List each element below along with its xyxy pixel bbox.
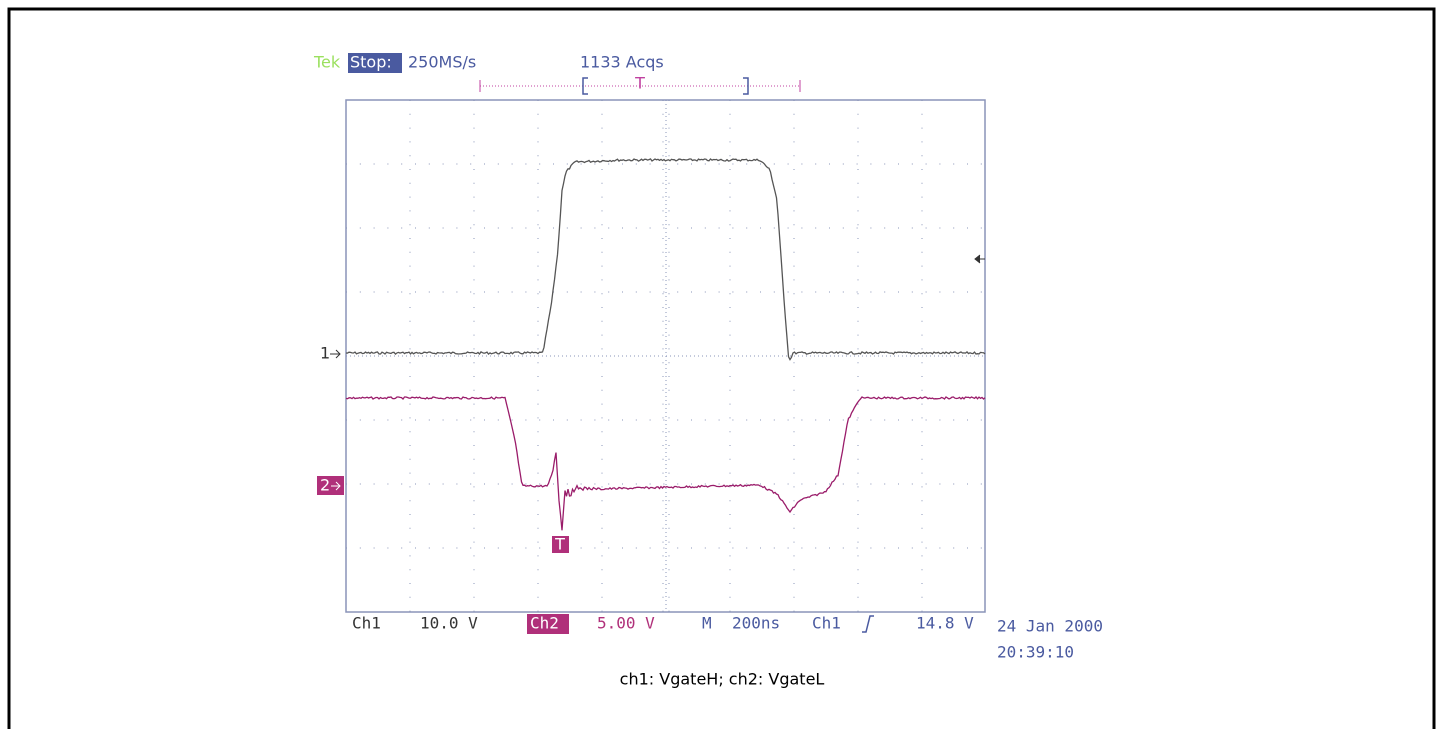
ch1-marker: 1 [320, 344, 330, 363]
graticule [346, 100, 985, 612]
view-brackets [582, 77, 749, 95]
ch2-label-box [527, 614, 569, 634]
trigger-level-arrow [974, 254, 985, 264]
trigger-position: T [634, 74, 645, 93]
ch1-trace [345, 158, 986, 361]
brand: Tek [313, 53, 341, 72]
trigger-slope [862, 615, 874, 633]
status-box [348, 53, 402, 73]
date: 24 Jan 2000 [997, 617, 1103, 636]
ch2-arrow [331, 481, 341, 491]
status: Stop: [350, 53, 392, 72]
ch2-trace [345, 396, 986, 531]
record-ends [479, 80, 801, 92]
sample-rate: 250MS/s [408, 53, 476, 72]
ch1-arrow [330, 349, 341, 359]
ch2-label: Ch2 [530, 614, 559, 633]
trigger-level: 14.8 V [916, 614, 974, 633]
timebase-label: M [702, 614, 712, 633]
trigger-marker: T [554, 535, 565, 554]
timebase: 200ns [732, 614, 780, 633]
ch2-marker-box [317, 476, 344, 495]
ch1-label: Ch1 [352, 614, 381, 633]
caption: ch1: VgateH; ch2: VgateL [620, 670, 825, 689]
graticule-border [345, 99, 986, 613]
ch1-scale: 10.0 V [420, 614, 478, 633]
ch2-scale: 5.00 V [597, 614, 655, 633]
acquisitions: 1133 Acqs [580, 53, 664, 72]
trigger-source: Ch1 [812, 614, 841, 633]
ch2-marker: 2 [320, 476, 330, 495]
time: 20:39:10 [997, 643, 1074, 662]
trigger-marker-box [552, 536, 569, 553]
frame [7, 7, 1436, 729]
